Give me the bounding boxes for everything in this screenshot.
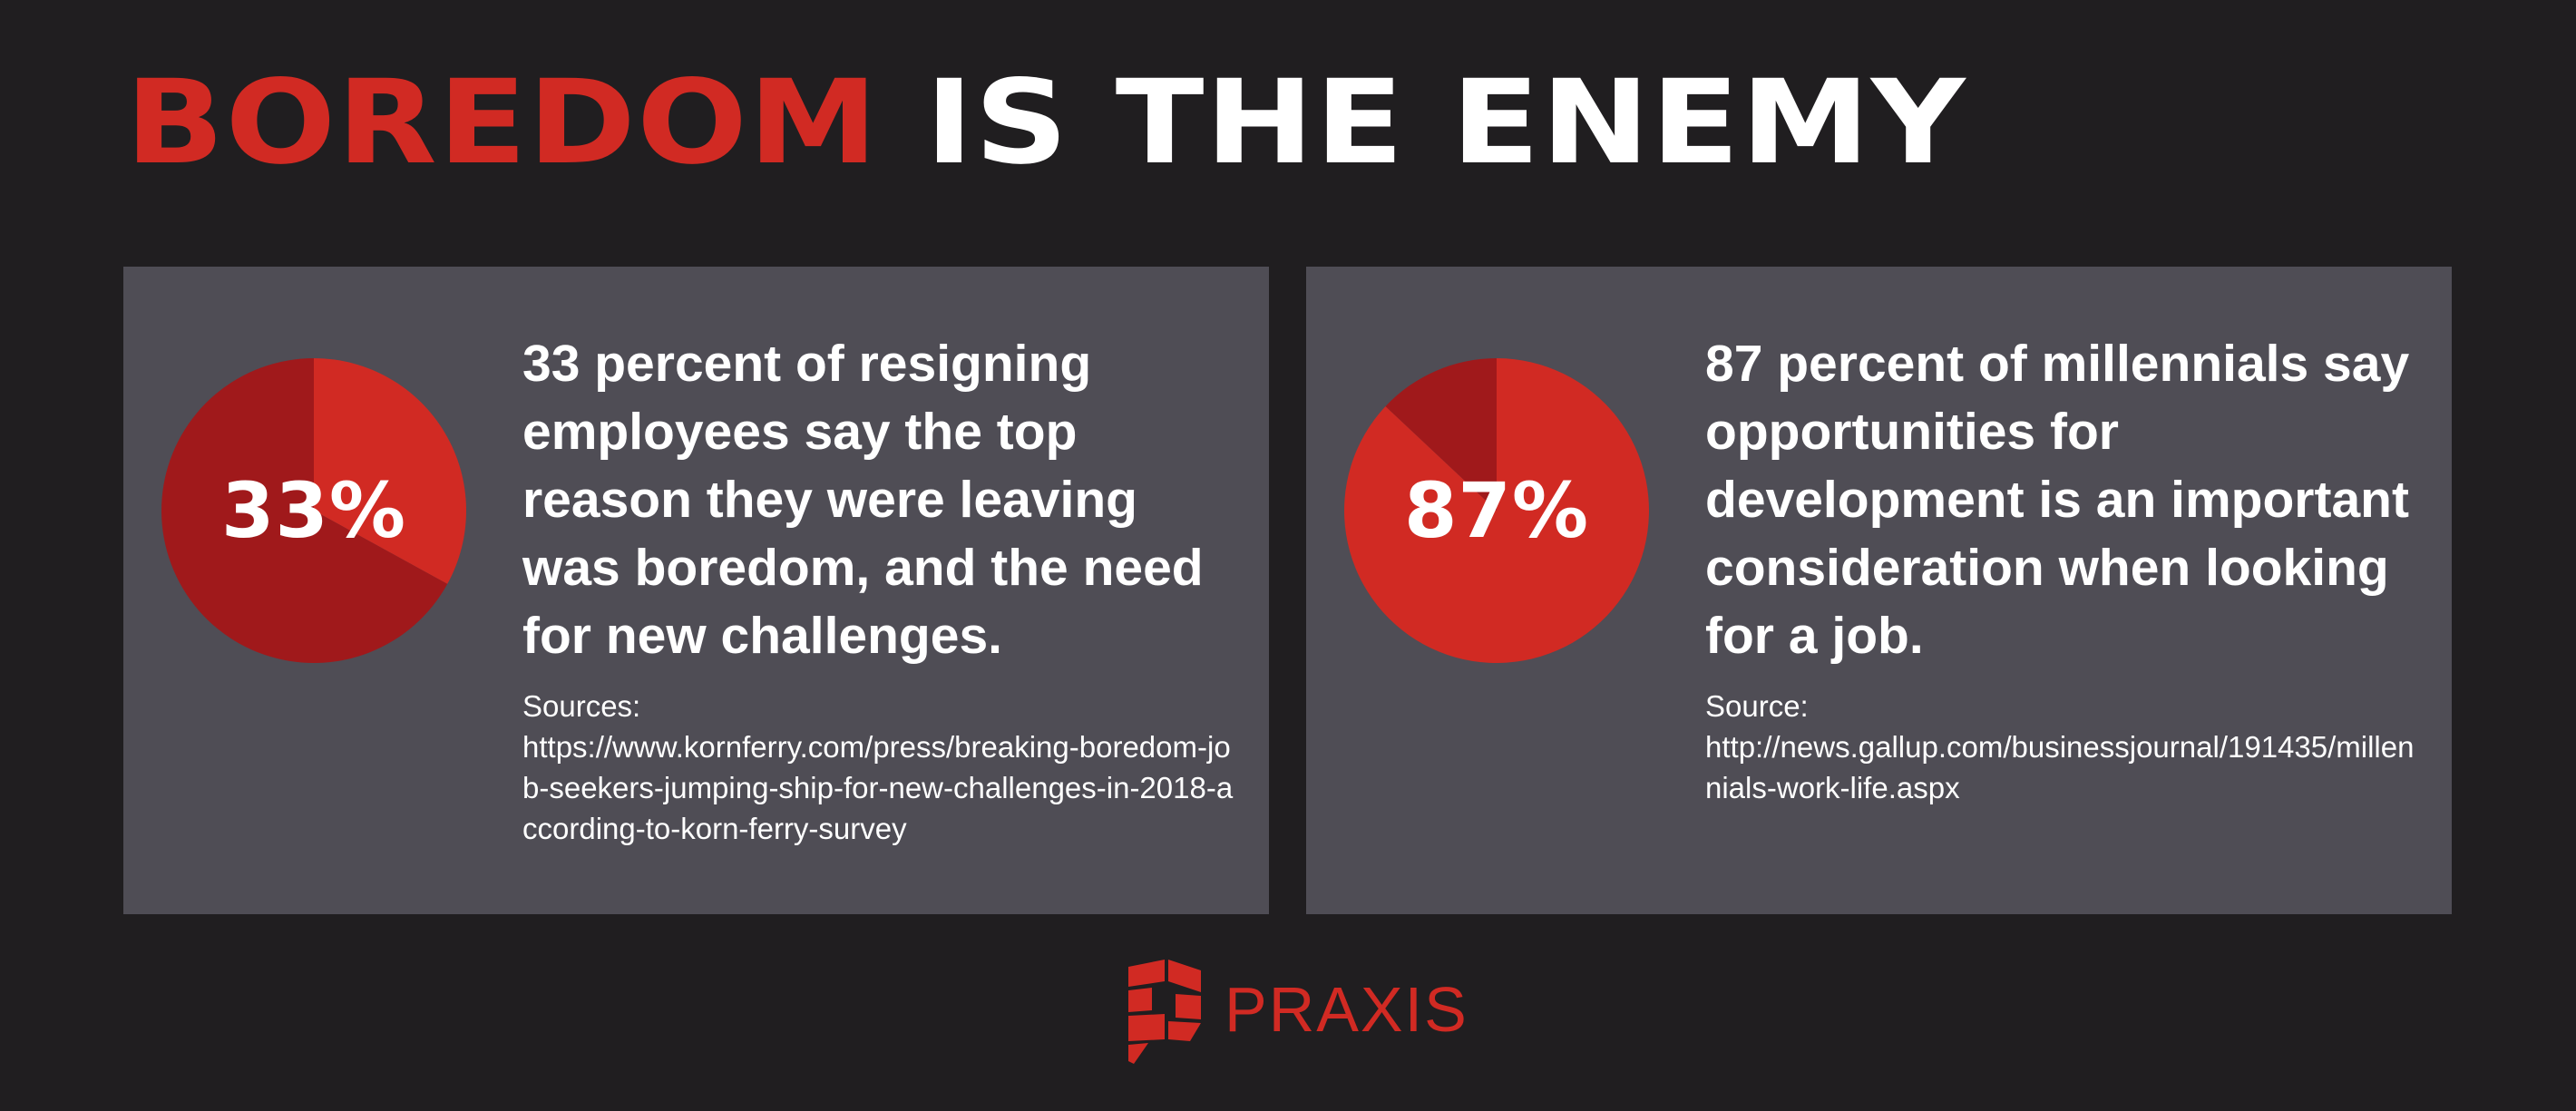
source-label: Source: bbox=[1705, 689, 1809, 723]
source-url[interactable]: https://www.kornferry.com/press/breaking… bbox=[522, 730, 1234, 845]
pie-slice-remainder bbox=[161, 358, 448, 663]
source-label: Sources: bbox=[522, 689, 641, 723]
pie-percent-label: 33% bbox=[220, 466, 407, 555]
pie-slice-remainder bbox=[1385, 358, 1497, 511]
pie-slice-highlight bbox=[1344, 358, 1650, 663]
pie-percent-label: 87% bbox=[1403, 466, 1590, 555]
source-block: Source: http://news.gallup.com/businessj… bbox=[1705, 686, 2422, 808]
page-title: BOREDOM IS THE ENEMY bbox=[125, 65, 1966, 181]
pie-chart-87 bbox=[1344, 358, 1650, 663]
stat-card-millennials: 87% 87 percent of millennials say opport… bbox=[1306, 267, 2452, 914]
praxis-p-logo-icon bbox=[1128, 960, 1201, 1064]
title-highlight: BOREDOM bbox=[125, 55, 879, 190]
stat-headline: 33 percent of resigning employees say th… bbox=[522, 335, 1204, 665]
pie-chart-33 bbox=[161, 358, 466, 663]
title-rest: IS THE ENEMY bbox=[924, 55, 1966, 190]
stat-card-boredom: 33% 33 percent of resigning employees sa… bbox=[123, 267, 1269, 914]
praxis-logo[interactable]: PRAXIS bbox=[1128, 960, 1469, 1064]
logo-text: PRAXIS bbox=[1225, 973, 1469, 1045]
pie-slice-highlight bbox=[314, 358, 466, 584]
source-url[interactable]: http://news.gallup.com/businessjournal/1… bbox=[1705, 730, 2415, 804]
source-block: Sources: https://www.kornferry.com/press… bbox=[522, 686, 1239, 849]
stat-headline: 87 percent of millennials say opportunit… bbox=[1705, 335, 2410, 665]
